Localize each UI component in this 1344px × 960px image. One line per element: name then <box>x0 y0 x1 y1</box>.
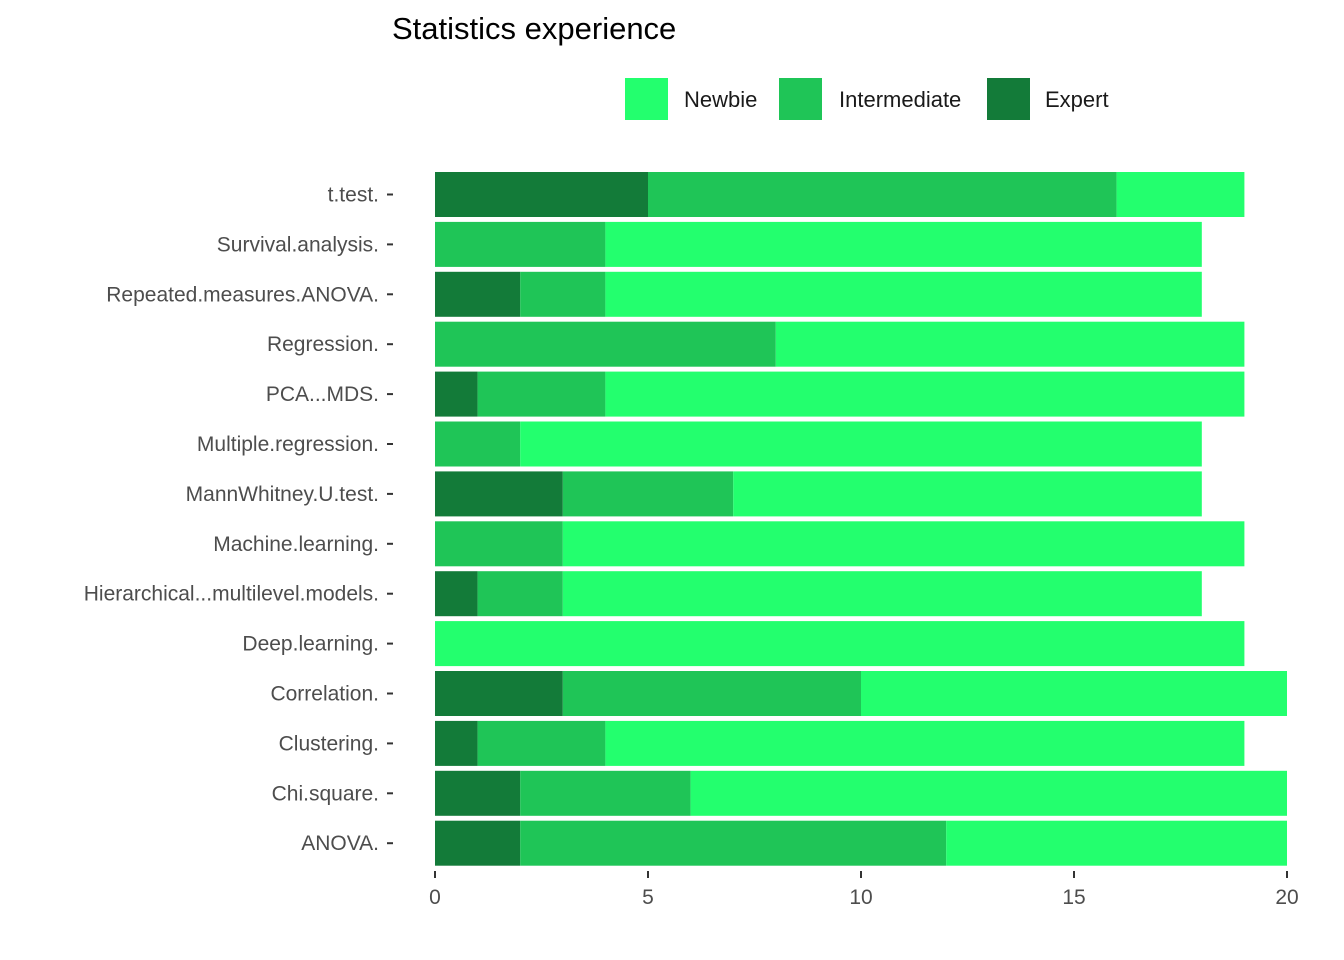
legend-label-expert: Expert <box>1045 87 1109 112</box>
category-label: ANOVA. <box>301 832 379 855</box>
category-label: Multiple.regression. <box>197 433 379 456</box>
bar-multiple-regression-intermediate <box>435 421 521 467</box>
bar-clustering-intermediate <box>477 720 606 766</box>
legend: Newbie Intermediate Expert <box>625 78 1109 120</box>
category-label: Clustering. <box>279 732 379 755</box>
category-label: Survival.analysis. <box>217 233 379 256</box>
bar-machine-learning-intermediate <box>435 521 563 567</box>
bar-anova-newbie <box>946 820 1287 866</box>
bars <box>435 172 1287 866</box>
bar-hierarchical-multilevel-models-intermediate <box>477 571 563 617</box>
bar-correlation-intermediate <box>562 671 861 716</box>
bar-hierarchical-multilevel-models-newbie <box>562 571 1202 617</box>
bar-hierarchical-multilevel-models-expert <box>435 571 478 617</box>
bar-multiple-regression-newbie <box>520 421 1202 467</box>
bar-chi-square-newbie <box>690 770 1287 816</box>
bar-mannwhitney-u-test-expert <box>435 471 563 517</box>
x-axis: 0 5 10 15 20 <box>429 871 1299 909</box>
legend-label-newbie: Newbie <box>684 87 757 112</box>
category-label: Hierarchical...multilevel.models. <box>84 583 379 606</box>
bar-t-test-intermediate <box>648 172 1117 217</box>
bar-mannwhitney-u-test-intermediate <box>562 471 734 517</box>
bar-anova-expert <box>435 820 521 866</box>
category-label: Chi.square. <box>272 782 379 805</box>
legend-label-intermediate: Intermediate <box>839 87 961 112</box>
x-tick-label: 5 <box>642 886 654 909</box>
legend-swatch-newbie <box>625 78 668 120</box>
bar-clustering-expert <box>435 720 478 766</box>
category-label: Repeated.measures.ANOVA. <box>106 283 379 306</box>
bar-anova-intermediate <box>520 820 947 866</box>
category-label: Regression. <box>267 333 379 356</box>
bar-t-test-newbie <box>1116 172 1245 217</box>
category-label: Deep.learning. <box>242 633 379 656</box>
bar-t-test-expert <box>435 172 648 217</box>
bar-deep-learning-newbie <box>435 621 1245 667</box>
bar-regression-newbie <box>775 321 1245 367</box>
bar-mannwhitney-u-test-newbie <box>733 471 1202 517</box>
chart-title: Statistics experience <box>392 11 676 46</box>
bar-pca-mds-expert <box>435 371 478 417</box>
category-label: t.test. <box>328 184 379 207</box>
bar-chi-square-expert <box>435 770 521 816</box>
bar-clustering-newbie <box>605 720 1245 766</box>
x-tick-label: 20 <box>1275 886 1298 909</box>
bar-pca-mds-intermediate <box>477 371 606 417</box>
bar-chi-square-intermediate <box>520 770 691 816</box>
category-label: Machine.learning. <box>213 533 379 556</box>
legend-swatch-intermediate <box>779 78 822 120</box>
category-label: PCA...MDS. <box>266 383 379 406</box>
category-label: Correlation. <box>270 683 379 706</box>
bar-survival-analysis-newbie <box>605 221 1202 267</box>
bar-repeated-measures-anova-newbie <box>605 271 1202 317</box>
bar-correlation-expert <box>435 671 563 716</box>
x-tick-label: 0 <box>429 886 441 909</box>
bar-machine-learning-newbie <box>562 521 1245 567</box>
bar-correlation-newbie <box>861 671 1287 716</box>
legend-swatch-expert <box>987 78 1030 120</box>
y-axis: t.test. Survival.analysis. Repeated.measur… <box>84 184 393 855</box>
bar-survival-analysis-intermediate <box>435 221 606 267</box>
bar-repeated-measures-anova-intermediate <box>520 271 606 317</box>
category-label: MannWhitney.U.test. <box>186 483 379 506</box>
bar-repeated-measures-anova-expert <box>435 271 521 317</box>
bar-regression-intermediate <box>435 321 776 367</box>
x-tick-label: 15 <box>1062 886 1085 909</box>
x-tick-label: 10 <box>849 886 872 909</box>
bar-pca-mds-newbie <box>605 371 1245 417</box>
